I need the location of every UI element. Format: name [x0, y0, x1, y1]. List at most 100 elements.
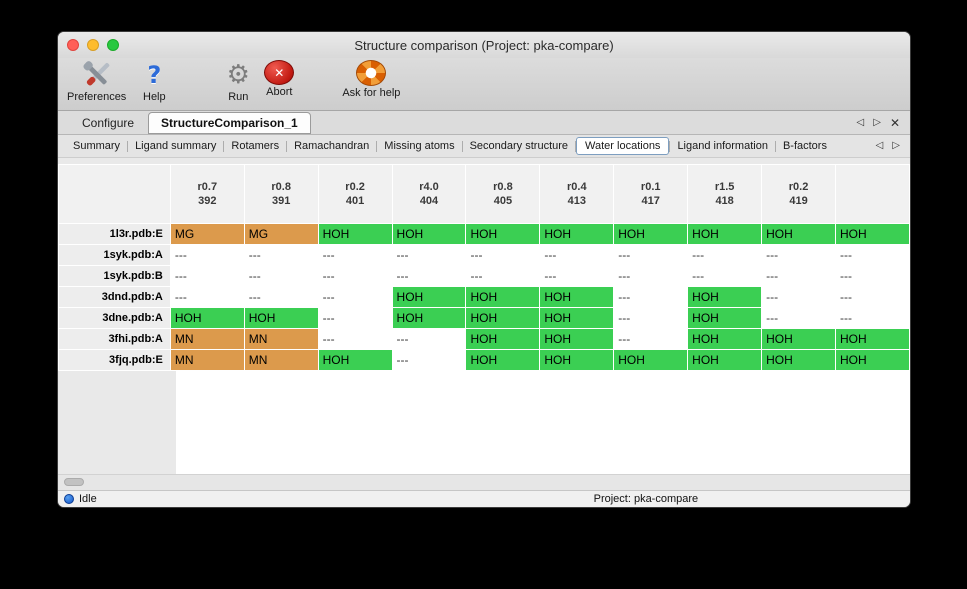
cell[interactable]: HOH — [392, 308, 466, 328]
subtab-rotamers[interactable]: Rotamers — [231, 140, 280, 152]
cell[interactable]: MN — [244, 329, 318, 349]
cell[interactable]: --- — [614, 308, 688, 328]
cell[interactable]: HOH — [540, 329, 614, 349]
cell[interactable]: HOH — [466, 308, 540, 328]
cell[interactable]: HOH — [466, 350, 540, 370]
row-header-3fhi-pdb-a[interactable]: 3fhi.pdb:A — [59, 329, 170, 349]
row-header-1l3r-pdb-e[interactable]: 1l3r.pdb:E — [59, 224, 170, 244]
subtab-ramachandran[interactable]: Ramachandran — [294, 140, 370, 152]
cell[interactable]: --- — [762, 308, 835, 328]
cell[interactable]: --- — [762, 266, 835, 286]
cell[interactable]: HOH — [466, 224, 540, 244]
tab-close-icon[interactable]: ✕ — [889, 115, 900, 130]
close-window-button[interactable] — [67, 39, 79, 51]
cell[interactable]: MG — [170, 224, 244, 244]
cell[interactable]: HOH — [540, 350, 614, 370]
cell[interactable]: --- — [614, 329, 688, 349]
cell[interactable]: HOH — [835, 350, 909, 370]
cell[interactable]: HOH — [835, 329, 909, 349]
cell[interactable]: HOH — [688, 350, 762, 370]
minimize-window-button[interactable] — [87, 39, 99, 51]
cell[interactable]: --- — [614, 287, 688, 307]
cell[interactable]: --- — [170, 245, 244, 265]
subtab-nav-left-icon[interactable]: ◁ — [875, 140, 884, 151]
cell[interactable]: HOH — [762, 350, 835, 370]
cell[interactable]: --- — [762, 287, 835, 307]
subtab-ligand-summary[interactable]: Ligand summary — [135, 140, 217, 152]
cell[interactable]: --- — [835, 308, 909, 328]
cell[interactable]: HOH — [466, 329, 540, 349]
cell[interactable]: HOH — [762, 329, 835, 349]
cell[interactable]: --- — [614, 245, 688, 265]
cell[interactable]: --- — [318, 329, 392, 349]
row-header-3dnd-pdb-a[interactable]: 3dnd.pdb:A — [59, 287, 170, 307]
cell[interactable]: --- — [392, 350, 466, 370]
cell[interactable]: HOH — [244, 308, 318, 328]
cell[interactable]: HOH — [540, 224, 614, 244]
tab-nav-left-icon[interactable]: ◁ — [856, 116, 865, 128]
toolbar-button-run[interactable]: ⚙ Run — [223, 60, 253, 103]
toolbar-button-ask-for-help[interactable]: Ask for help — [342, 60, 400, 99]
cell[interactable]: HOH — [540, 287, 614, 307]
cell[interactable]: HOH — [318, 224, 392, 244]
cell[interactable]: HOH — [688, 329, 762, 349]
toolbar-button-preferences[interactable]: Preferences — [67, 60, 126, 103]
cell[interactable]: HOH — [688, 308, 762, 328]
cell[interactable]: HOH — [614, 350, 688, 370]
cell[interactable]: --- — [835, 266, 909, 286]
cell[interactable]: MN — [170, 350, 244, 370]
cell[interactable]: --- — [688, 266, 762, 286]
cell[interactable]: --- — [392, 266, 466, 286]
cell[interactable]: MN — [170, 329, 244, 349]
cell[interactable]: --- — [614, 266, 688, 286]
cell[interactable]: HOH — [688, 224, 762, 244]
zoom-window-button[interactable] — [107, 39, 119, 51]
tab-structurecomparison-1[interactable]: StructureComparison_1 — [148, 112, 311, 134]
subtab-b-factors[interactable]: B-factors — [782, 140, 827, 152]
cell[interactable]: --- — [318, 245, 392, 265]
cell[interactable]: HOH — [762, 224, 835, 244]
toolbar-button-help[interactable]: ? Help — [139, 60, 169, 103]
cell[interactable]: HOH — [392, 224, 466, 244]
horizontal-scrollbar[interactable] — [58, 474, 910, 490]
cell[interactable]: --- — [170, 287, 244, 307]
cell[interactable]: HOH — [688, 287, 762, 307]
cell[interactable]: --- — [318, 287, 392, 307]
title-bar[interactable]: Structure comparison (Project: pka-compa… — [58, 32, 910, 58]
cell[interactable]: --- — [318, 308, 392, 328]
cell[interactable]: --- — [762, 245, 835, 265]
subtab-nav-right-icon[interactable]: ▷ — [892, 140, 900, 151]
cell[interactable]: HOH — [392, 287, 466, 307]
subtab-summary[interactable]: Summary — [73, 140, 121, 152]
scrollbar-thumb[interactable] — [64, 478, 84, 486]
cell[interactable]: --- — [466, 266, 540, 286]
cell[interactable]: --- — [540, 245, 614, 265]
cell[interactable]: HOH — [170, 308, 244, 328]
cell[interactable]: --- — [688, 245, 762, 265]
subtab-secondary-structure[interactable]: Secondary structure — [469, 140, 569, 152]
row-header-3fjq-pdb-e[interactable]: 3fjq.pdb:E — [59, 350, 170, 370]
cell[interactable]: MG — [244, 224, 318, 244]
cell[interactable]: --- — [244, 266, 318, 286]
cell[interactable]: --- — [392, 245, 466, 265]
cell[interactable]: --- — [318, 266, 392, 286]
cell[interactable]: MN — [244, 350, 318, 370]
cell[interactable]: --- — [170, 266, 244, 286]
row-header-1syk-pdb-b[interactable]: 1syk.pdb:B — [59, 266, 170, 286]
cell[interactable]: HOH — [835, 224, 909, 244]
tab-nav-right-icon[interactable]: ▷ — [873, 116, 881, 128]
toolbar-button-abort[interactable]: ✕ Abort — [264, 60, 295, 98]
cell[interactable]: --- — [244, 245, 318, 265]
cell[interactable]: HOH — [318, 350, 392, 370]
cell[interactable]: --- — [466, 245, 540, 265]
tab-configure[interactable]: Configure — [82, 115, 135, 130]
cell[interactable]: HOH — [540, 308, 614, 328]
cell[interactable]: --- — [392, 329, 466, 349]
subtab-missing-atoms[interactable]: Missing atoms — [384, 140, 455, 152]
cell[interactable]: --- — [835, 287, 909, 307]
cell[interactable]: HOH — [614, 224, 688, 244]
subtab-water-locations[interactable]: Water locations — [576, 137, 670, 155]
subtab-ligand-information[interactable]: Ligand information — [677, 140, 768, 152]
row-header-3dne-pdb-a[interactable]: 3dne.pdb:A — [59, 308, 170, 328]
cell[interactable]: --- — [540, 266, 614, 286]
